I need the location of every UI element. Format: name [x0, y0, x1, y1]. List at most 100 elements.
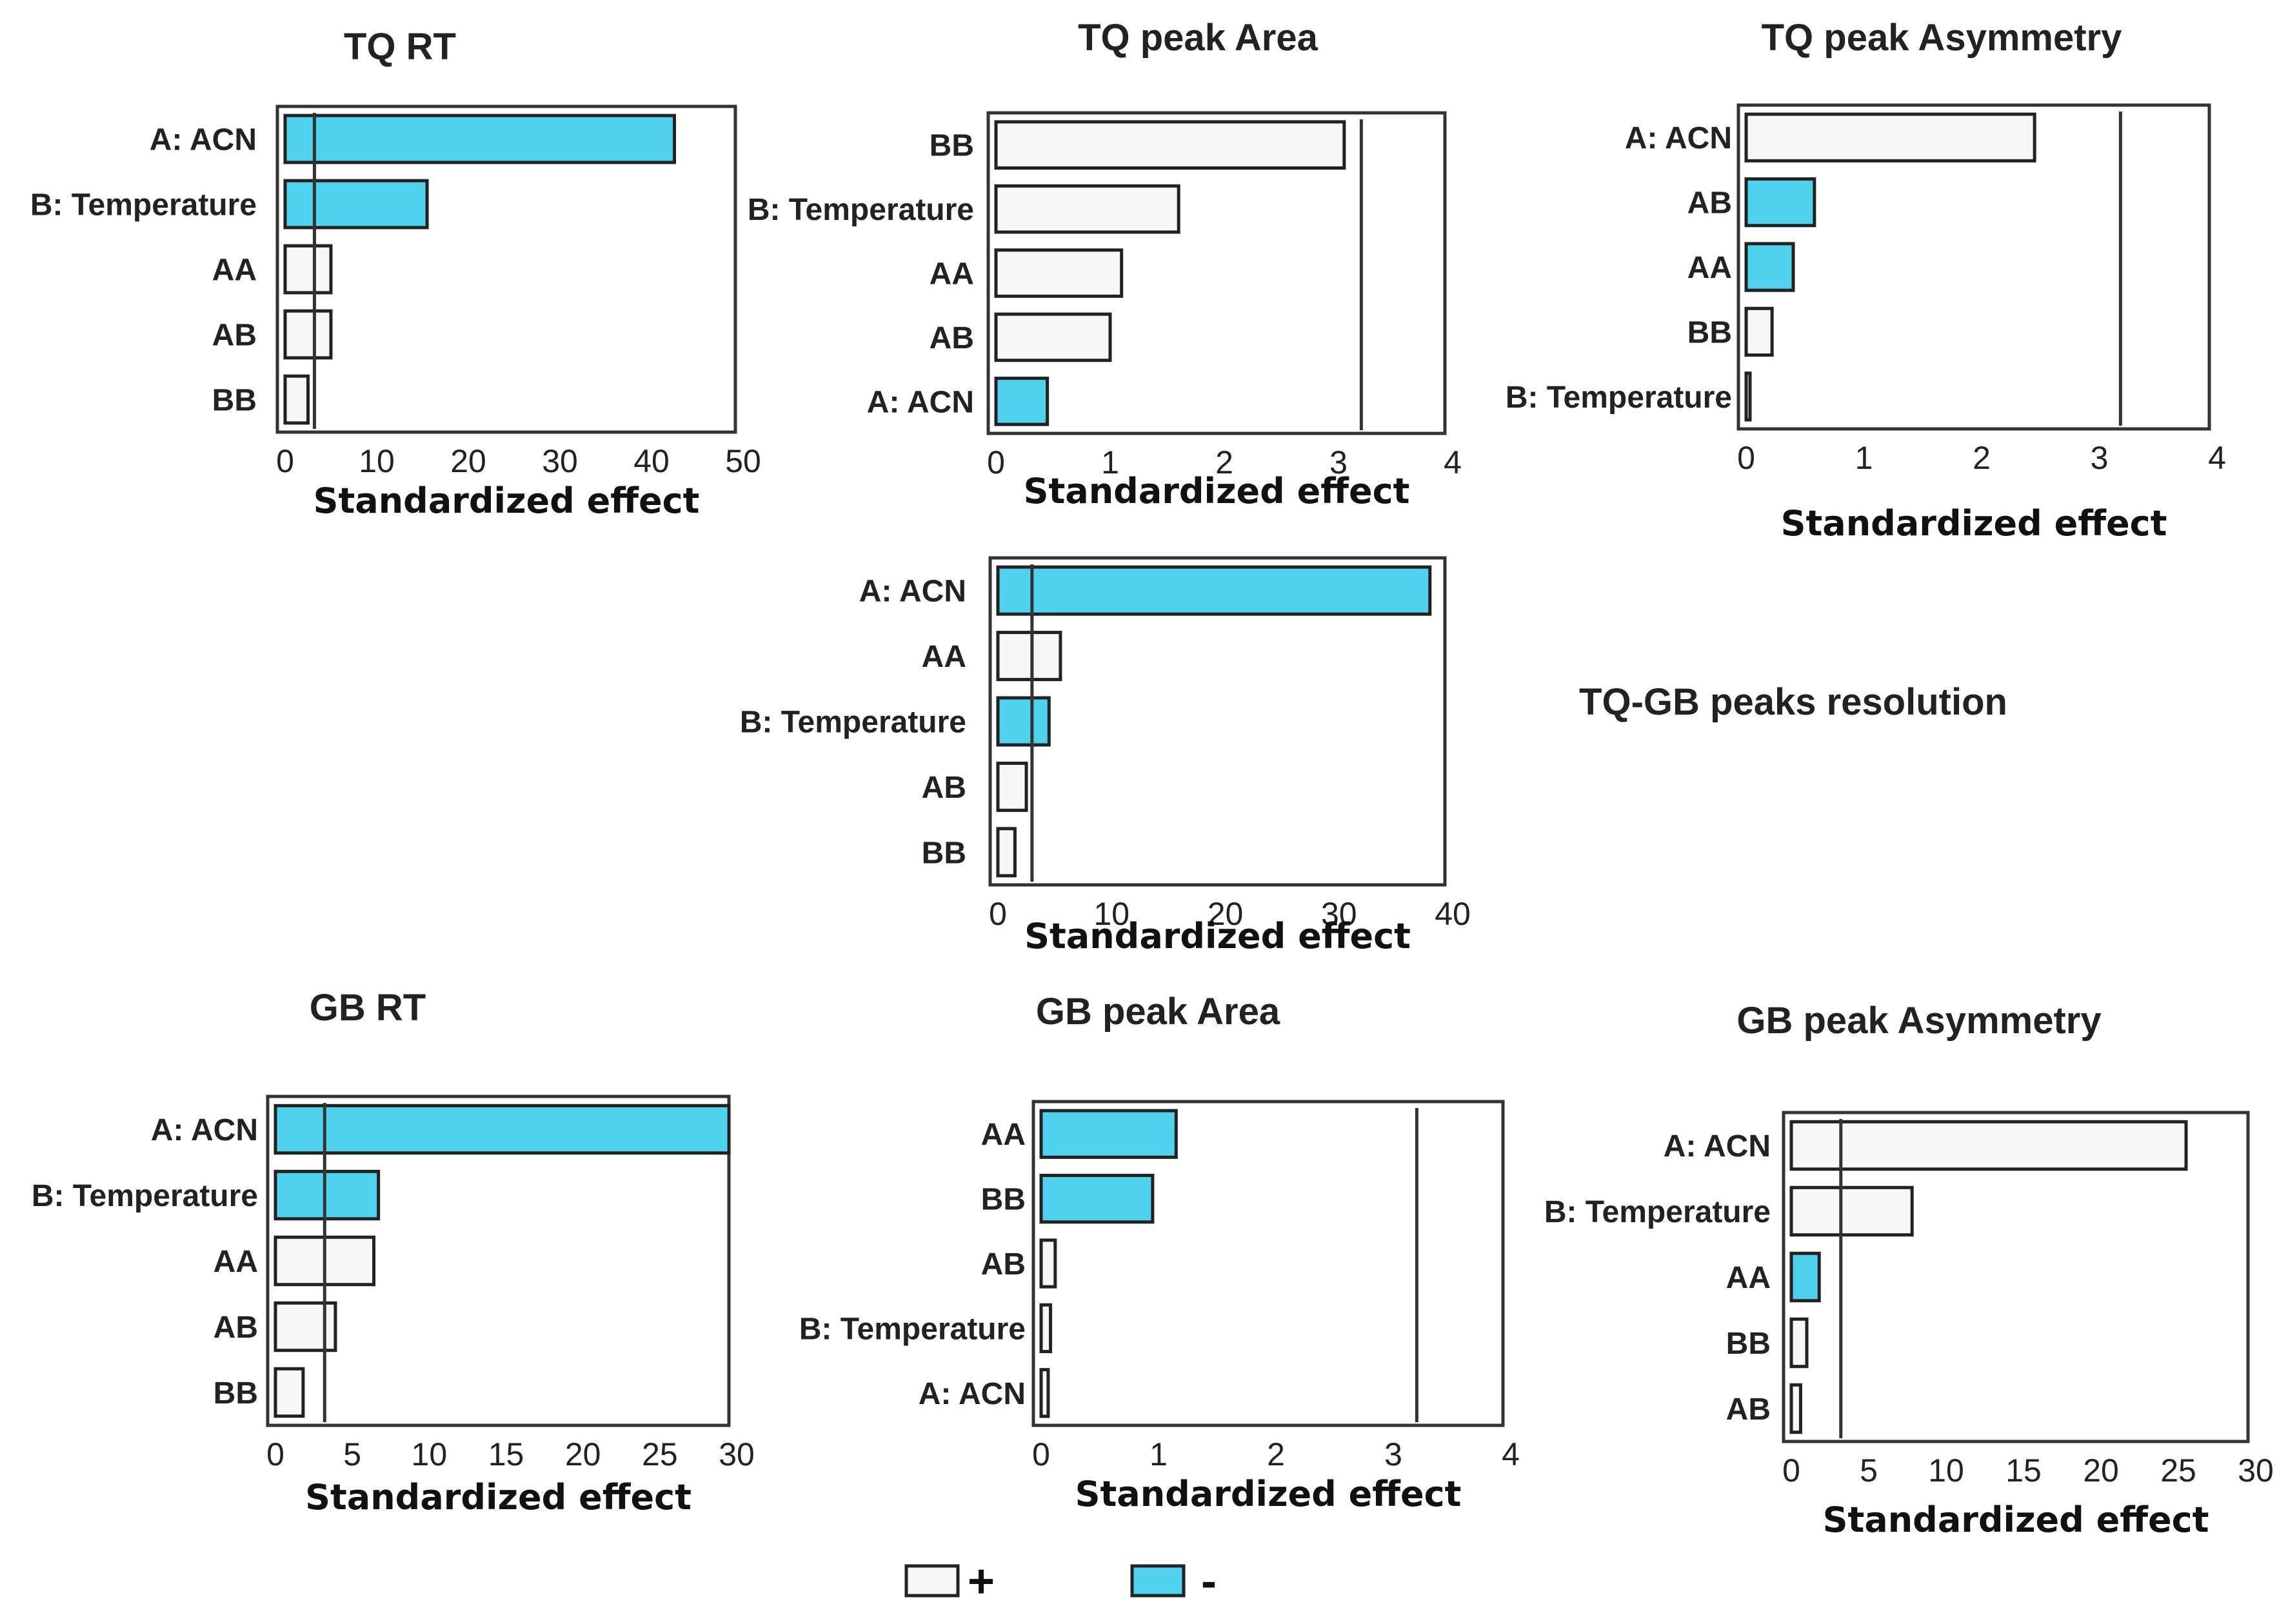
tick-label: 2	[1215, 444, 1233, 480]
plot-frame	[1031, 1100, 1505, 1427]
bar-3	[283, 309, 333, 360]
x-axis-label: Standardized effect	[1024, 916, 1411, 956]
category-label: B: Temperature	[32, 1179, 258, 1213]
chart-7: GB peak Asymmetry A: ACN B: Temperature AA B…	[1544, 1000, 2274, 1540]
tick-label: 10	[359, 443, 395, 479]
bar-0	[1744, 112, 2036, 163]
tick-label: 2	[1267, 1436, 1285, 1472]
category-label: AB	[930, 321, 974, 355]
x-axis-label: Standardized effect	[1075, 1474, 1462, 1514]
category-label: AB	[1726, 1392, 1771, 1427]
bar-1	[274, 1169, 381, 1221]
category-label: AB	[214, 1311, 258, 1345]
chart-title: TQ peak Asymmetry	[1762, 17, 2122, 59]
x-axis-label: Standardized effect	[1781, 503, 2167, 544]
category-label: BB	[1687, 315, 1732, 350]
tick-label: 0	[266, 1436, 284, 1472]
tick-label: 5	[1860, 1452, 1878, 1489]
tick-label: 40	[1435, 896, 1471, 932]
category-label: B: Temperature	[1506, 381, 1732, 415]
bar-3	[1744, 306, 1774, 357]
category-label: A: ACN	[867, 385, 974, 419]
category-label: A: ACN	[859, 575, 966, 609]
bar-2	[1744, 242, 1795, 292]
tick-label: 10	[1093, 896, 1129, 932]
tick-label: 1	[1101, 444, 1119, 480]
category-label: A: ACN	[150, 123, 257, 157]
tick-label: 3	[2091, 440, 2109, 476]
tick-label: 40	[633, 443, 670, 479]
plot-frame	[988, 556, 1447, 887]
category-label: A: ACN	[1664, 1129, 1771, 1164]
bar-1	[283, 179, 429, 230]
bar-1	[1039, 1173, 1155, 1224]
bar-4	[274, 1367, 305, 1418]
tick-label: 2	[1973, 440, 1991, 476]
category-label: BB	[1726, 1327, 1771, 1361]
category-label: A: ACN	[151, 1113, 258, 1147]
category-label: AB	[922, 771, 966, 805]
tick-label: 25	[642, 1436, 678, 1472]
chart-title: GB peak Asymmetry	[1736, 1000, 2101, 1042]
tick-label: 10	[412, 1436, 448, 1472]
bar-1	[996, 631, 1062, 682]
bar-3	[1039, 1303, 1053, 1354]
bar-4	[994, 377, 1049, 426]
legend-swatch-positive	[904, 1564, 960, 1598]
tick-label: 0	[1032, 1436, 1050, 1472]
category-label: AA	[214, 1245, 258, 1279]
bar-0	[274, 1104, 731, 1155]
tick-label: 20	[565, 1436, 601, 1472]
chart-title: GB peak Area	[1036, 991, 1280, 1033]
tick-label: 0	[1737, 440, 1755, 476]
category-label: AB	[212, 319, 257, 353]
tick-label: 1	[1855, 440, 1873, 476]
category-label: AA	[1687, 251, 1732, 285]
bar-2	[1039, 1238, 1057, 1289]
chart-title: TQ RT	[344, 26, 456, 68]
bar-1	[1789, 1185, 1914, 1237]
tick-label: 4	[1502, 1436, 1520, 1472]
bar-1	[994, 184, 1180, 234]
tick-label: 3	[1384, 1436, 1402, 1472]
tick-label: 5	[343, 1436, 361, 1472]
plot-frame	[1736, 103, 2211, 431]
category-label: A: ACN	[1625, 121, 1732, 155]
tick-label: 10	[1928, 1452, 1964, 1489]
category-label: AA	[212, 253, 257, 288]
tick-label: 20	[450, 443, 486, 479]
legend-swatch-negative	[1130, 1564, 1186, 1598]
tick-label: 0	[987, 444, 1005, 480]
legend: + -	[904, 1556, 1217, 1607]
bar-3	[1789, 1317, 1809, 1369]
category-label: BB	[214, 1376, 258, 1411]
bar-4	[1789, 1383, 1802, 1434]
bar-2	[996, 696, 1051, 747]
category-label: B: Temperature	[30, 188, 257, 223]
tick-label: 0	[276, 443, 294, 479]
chart-title: TQ peak Area	[1078, 17, 1318, 59]
category-label: BB	[212, 384, 257, 418]
tick-label: 15	[488, 1436, 524, 1472]
category-label: AA	[981, 1118, 1026, 1152]
bar-0	[1039, 1109, 1178, 1159]
category-label: AA	[930, 257, 974, 292]
tick-label: 50	[725, 443, 761, 479]
bar-4	[283, 374, 310, 425]
tick-label: 0	[1782, 1452, 1800, 1489]
category-label: AA	[922, 640, 966, 674]
tick-label: 30	[542, 443, 578, 479]
x-axis-label: Standardized effect	[1823, 1500, 2209, 1540]
bar-3	[274, 1301, 337, 1352]
legend-label-negative: -	[1201, 1556, 1217, 1607]
tick-label: 4	[1444, 444, 1462, 480]
plot-frame	[275, 104, 737, 434]
chart-1: TQ RT A: ACN B: Temperature AA AB BB 0 10 20 30 40…	[30, 26, 761, 521]
tick-label: 30	[2238, 1452, 2274, 1489]
category-label: AB	[1687, 186, 1732, 221]
bar-0	[1789, 1120, 2188, 1171]
category-label: A: ACN	[919, 1377, 1026, 1411]
plot-frame	[986, 111, 1447, 435]
